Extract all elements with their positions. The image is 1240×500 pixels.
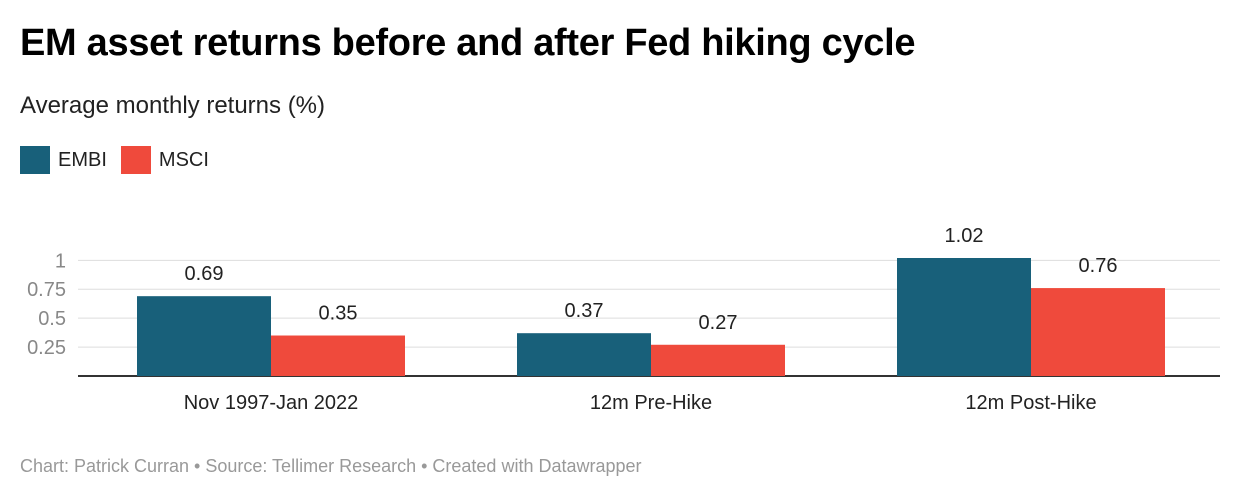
chart-title: EM asset returns before and after Fed hi… [20,22,916,64]
value-label-embi: 0.37 [565,300,604,322]
legend-label-embi: EMBI [58,148,107,171]
y-tick-label: 0.75 [27,279,66,301]
value-label-embi: 1.02 [945,225,984,247]
value-label-msci: 0.35 [319,303,358,325]
value-label-embi: 0.69 [185,263,224,285]
y-tick-label: 0.5 [38,308,66,330]
bar-embi [517,333,651,376]
bar-embi [897,258,1031,376]
category-label: Nov 1997-Jan 2022 [184,392,359,414]
legend-swatch-msci [120,146,151,174]
chart-footer: Chart: Patrick Curran • Source: Tellimer… [20,456,642,476]
y-tick-label: 0.25 [27,337,66,359]
bar-msci [1031,288,1165,376]
bar-msci [271,335,405,376]
value-label-msci: 0.27 [699,312,738,334]
legend-item-msci: MSCI [120,146,209,174]
labels: 0.25 0.5 0.75 1 0.69 0.35 Nov 1997-Jan 2022 0.3… [27,225,1117,414]
category-label: 12m Pre-Hike [590,392,712,414]
legend: EMBI MSCI [20,146,223,174]
bars [137,258,1165,376]
bar-msci [651,344,785,376]
bar-embi [137,296,271,376]
legend-swatch-embi [20,146,50,174]
category-label: 12m Post-Hike [965,392,1096,414]
legend-item-embi: EMBI [20,146,107,174]
y-tick-label: 1 [55,250,66,272]
value-label-msci: 0.76 [1079,255,1118,277]
legend-label-msci: MSCI [158,148,209,171]
chart-subtitle: Average monthly returns (%) [20,92,326,119]
